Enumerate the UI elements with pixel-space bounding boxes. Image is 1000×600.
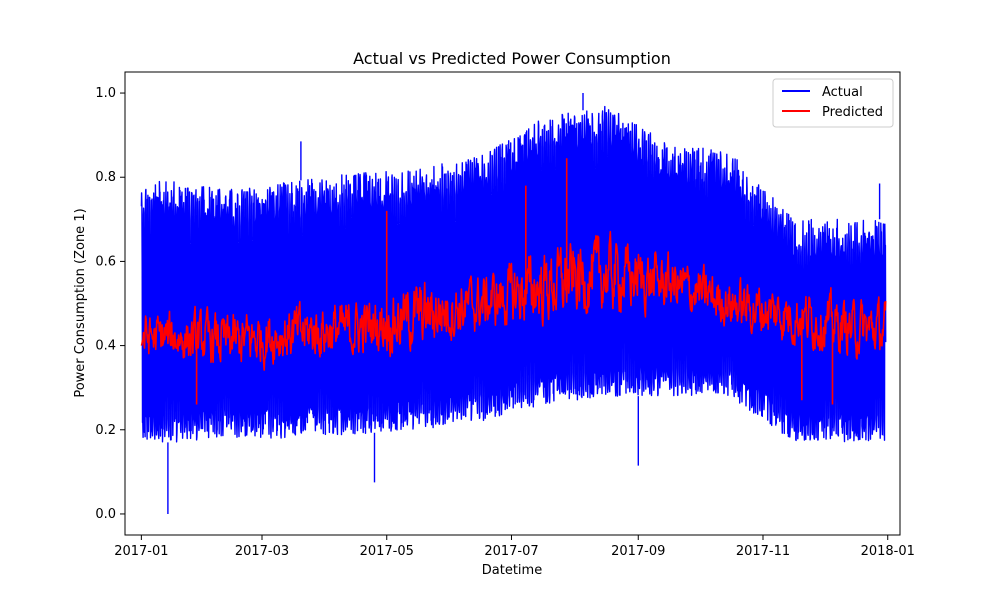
chart-title: Actual vs Predicted Power Consumption bbox=[353, 49, 671, 68]
y-axis: 0.0 0.2 0.4 0.6 0.8 1.0 bbox=[95, 86, 125, 522]
x-tick-label: 2017-01 bbox=[114, 544, 168, 559]
y-axis-label: Power Consumption (Zone 1) bbox=[73, 208, 88, 397]
series-line-actual bbox=[140, 93, 887, 514]
y-tick-label: 0.2 bbox=[95, 423, 116, 438]
x-tick-label: 2018-01 bbox=[861, 544, 915, 559]
x-tick-label: 2017-09 bbox=[611, 544, 665, 559]
y-tick-label: 0.0 bbox=[95, 507, 116, 522]
legend-label-predicted: Predicted bbox=[822, 105, 883, 120]
x-axis-label: Datetime bbox=[482, 563, 542, 578]
x-axis: 2017-01 2017-03 2017-05 2017-07 2017-09 2017-… bbox=[114, 535, 915, 559]
y-tick-label: 1.0 bbox=[95, 86, 116, 101]
x-tick-label: 2017-03 bbox=[235, 544, 289, 559]
y-tick-label: 0.8 bbox=[95, 170, 116, 185]
legend: Actual Predicted bbox=[772, 78, 894, 128]
x-tick-label: 2017-11 bbox=[736, 544, 790, 559]
x-tick-label: 2017-05 bbox=[360, 544, 414, 559]
y-tick-label: 0.4 bbox=[95, 339, 116, 354]
series-line-predicted bbox=[140, 158, 887, 405]
legend-label-actual: Actual bbox=[822, 85, 863, 100]
y-tick-label: 0.6 bbox=[95, 254, 116, 269]
plot-area bbox=[140, 93, 887, 514]
x-tick-label: 2017-07 bbox=[484, 544, 538, 559]
plot-frame bbox=[124, 71, 901, 536]
